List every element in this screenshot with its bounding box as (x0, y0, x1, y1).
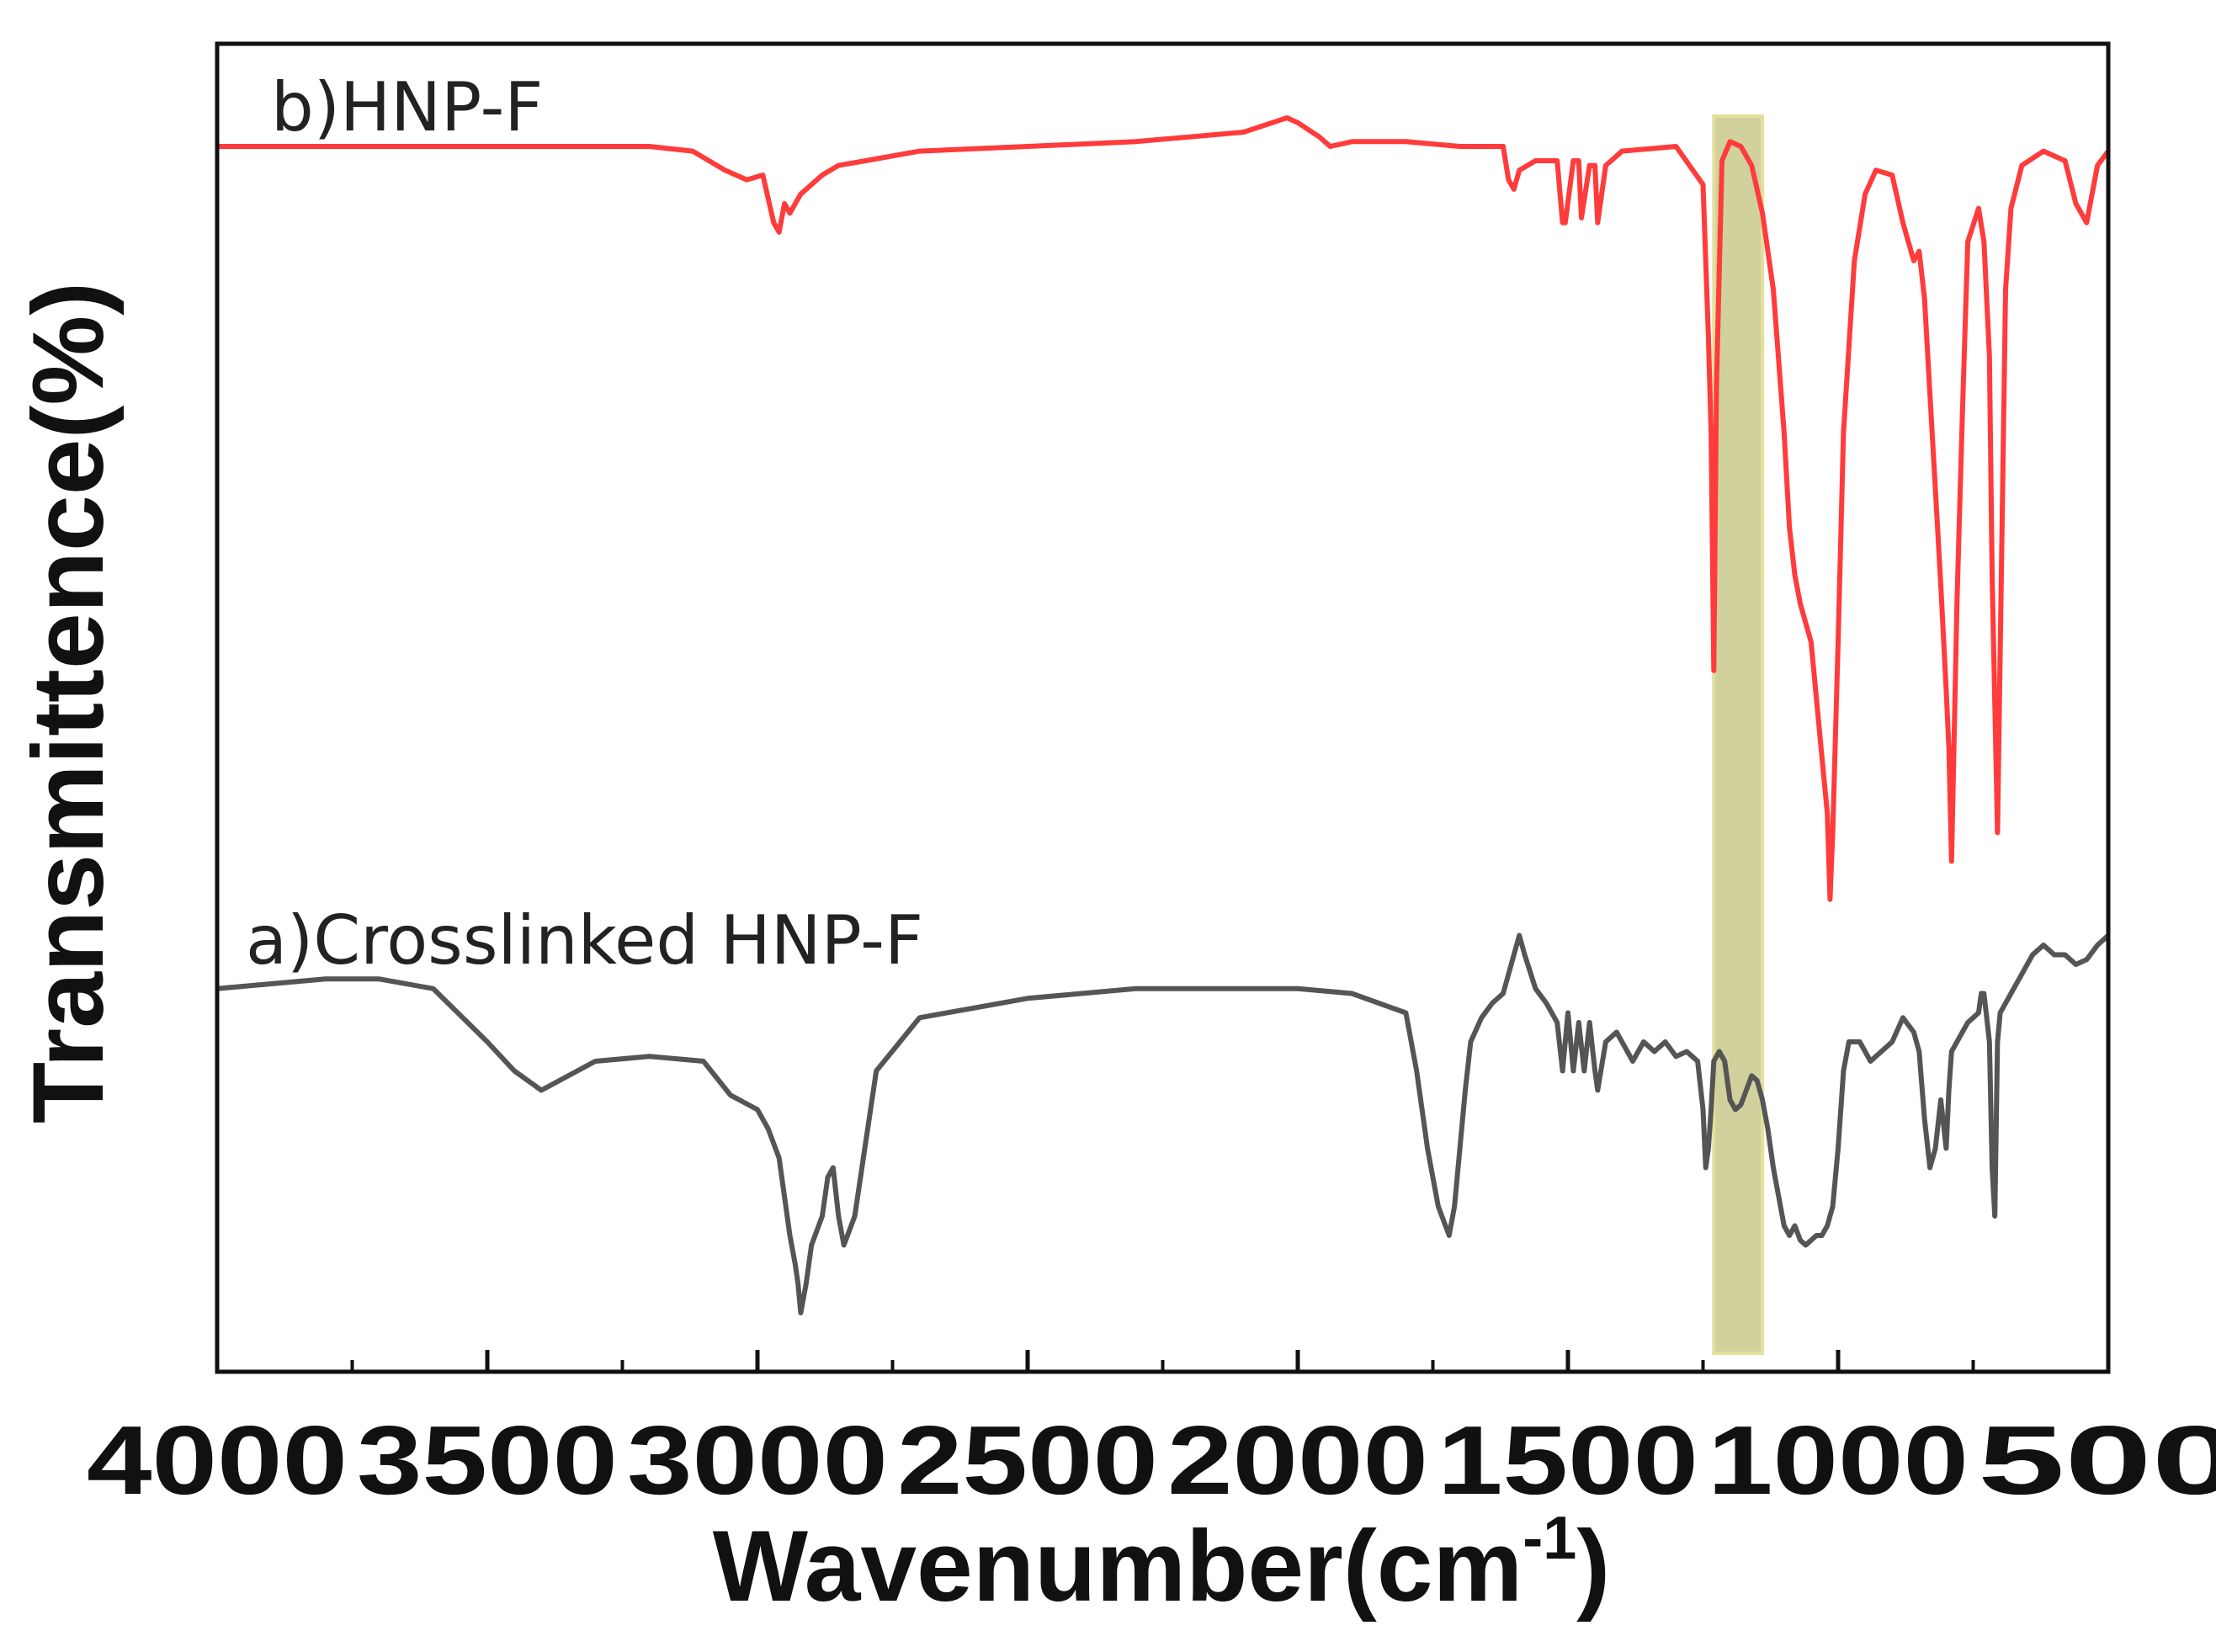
x-tick-layer: 4000 3500 3000 2500 2000 1500 1000 500 (87, 1350, 2216, 1515)
x-tick-label: 2500 (897, 1405, 1158, 1515)
series-label-a: a)Crosslinked HNP-F (246, 901, 923, 980)
highlight-band-layer (1712, 114, 1765, 1355)
series-line-hnp-f (217, 115, 2111, 902)
x-tick-label: 4000 (87, 1405, 348, 1515)
y-axis-title: Transmittence(%) (12, 282, 125, 1123)
plot-frame (215, 41, 2111, 1374)
x-axis-title-superscript: -1 (1523, 1505, 1576, 1572)
x-axis-title-main: Wavenumber(cm (713, 1510, 1523, 1623)
highlight-band (1712, 114, 1765, 1355)
x-tick-label: 500 (1978, 1405, 2216, 1515)
series-line-crosslinked-hnp-f (216, 932, 2111, 1315)
x-axis-title: Wavenumber(cm-1) (713, 1505, 1610, 1623)
x-tick-label: 2000 (1167, 1405, 1428, 1515)
x-tick-label: 3500 (357, 1405, 618, 1515)
x-tick-label: 1500 (1437, 1405, 1698, 1515)
series-label-b: b)HNP-F (271, 68, 543, 146)
x-axis-title-suffix: ) (1576, 1510, 1610, 1623)
x-tick-label: 1000 (1708, 1405, 1969, 1515)
series-layer (216, 115, 2111, 1315)
x-tick-label: 3000 (627, 1405, 888, 1515)
